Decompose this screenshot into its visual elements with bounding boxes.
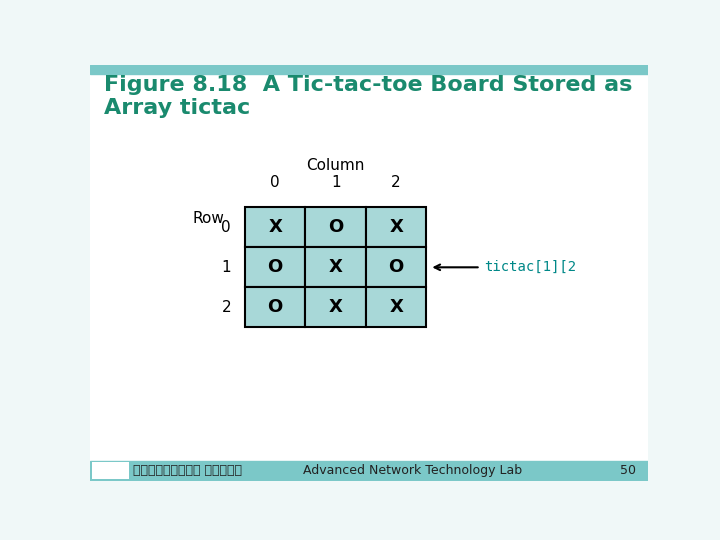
Bar — [245, 287, 305, 327]
Text: 1: 1 — [222, 260, 231, 275]
Text: O: O — [328, 218, 343, 237]
Text: 中正大學通訊工程系 潘仁義老師: 中正大學通訊工程系 潘仁義老師 — [132, 464, 242, 477]
Text: X: X — [329, 298, 343, 316]
Text: 50: 50 — [621, 464, 636, 477]
Text: 2: 2 — [391, 176, 401, 190]
Bar — [245, 207, 305, 247]
Text: X: X — [390, 218, 403, 237]
Text: 1: 1 — [331, 176, 341, 190]
Text: tictac[1][2: tictac[1][2 — [485, 260, 577, 274]
Text: 0: 0 — [271, 176, 280, 190]
Text: O: O — [268, 298, 283, 316]
Text: Array tictac: Array tictac — [104, 98, 251, 118]
Bar — [366, 247, 426, 287]
Bar — [91, 462, 129, 479]
Text: Advanced Network Technology Lab: Advanced Network Technology Lab — [303, 464, 522, 477]
Text: O: O — [389, 258, 404, 276]
Bar — [245, 247, 305, 287]
Bar — [305, 207, 366, 247]
Bar — [305, 247, 366, 287]
Text: Row: Row — [192, 211, 224, 226]
Text: Column: Column — [307, 158, 365, 173]
Text: 2: 2 — [222, 300, 231, 315]
Bar — [90, 65, 648, 74]
Bar — [90, 461, 648, 481]
Text: 0: 0 — [222, 220, 231, 235]
Bar — [366, 207, 426, 247]
Text: X: X — [269, 218, 282, 237]
Text: X: X — [329, 258, 343, 276]
Text: O: O — [268, 258, 283, 276]
Text: X: X — [390, 298, 403, 316]
Text: Figure 8.18  A Tic-tac-toe Board Stored as: Figure 8.18 A Tic-tac-toe Board Stored a… — [104, 75, 632, 95]
Bar — [366, 287, 426, 327]
Bar — [305, 287, 366, 327]
